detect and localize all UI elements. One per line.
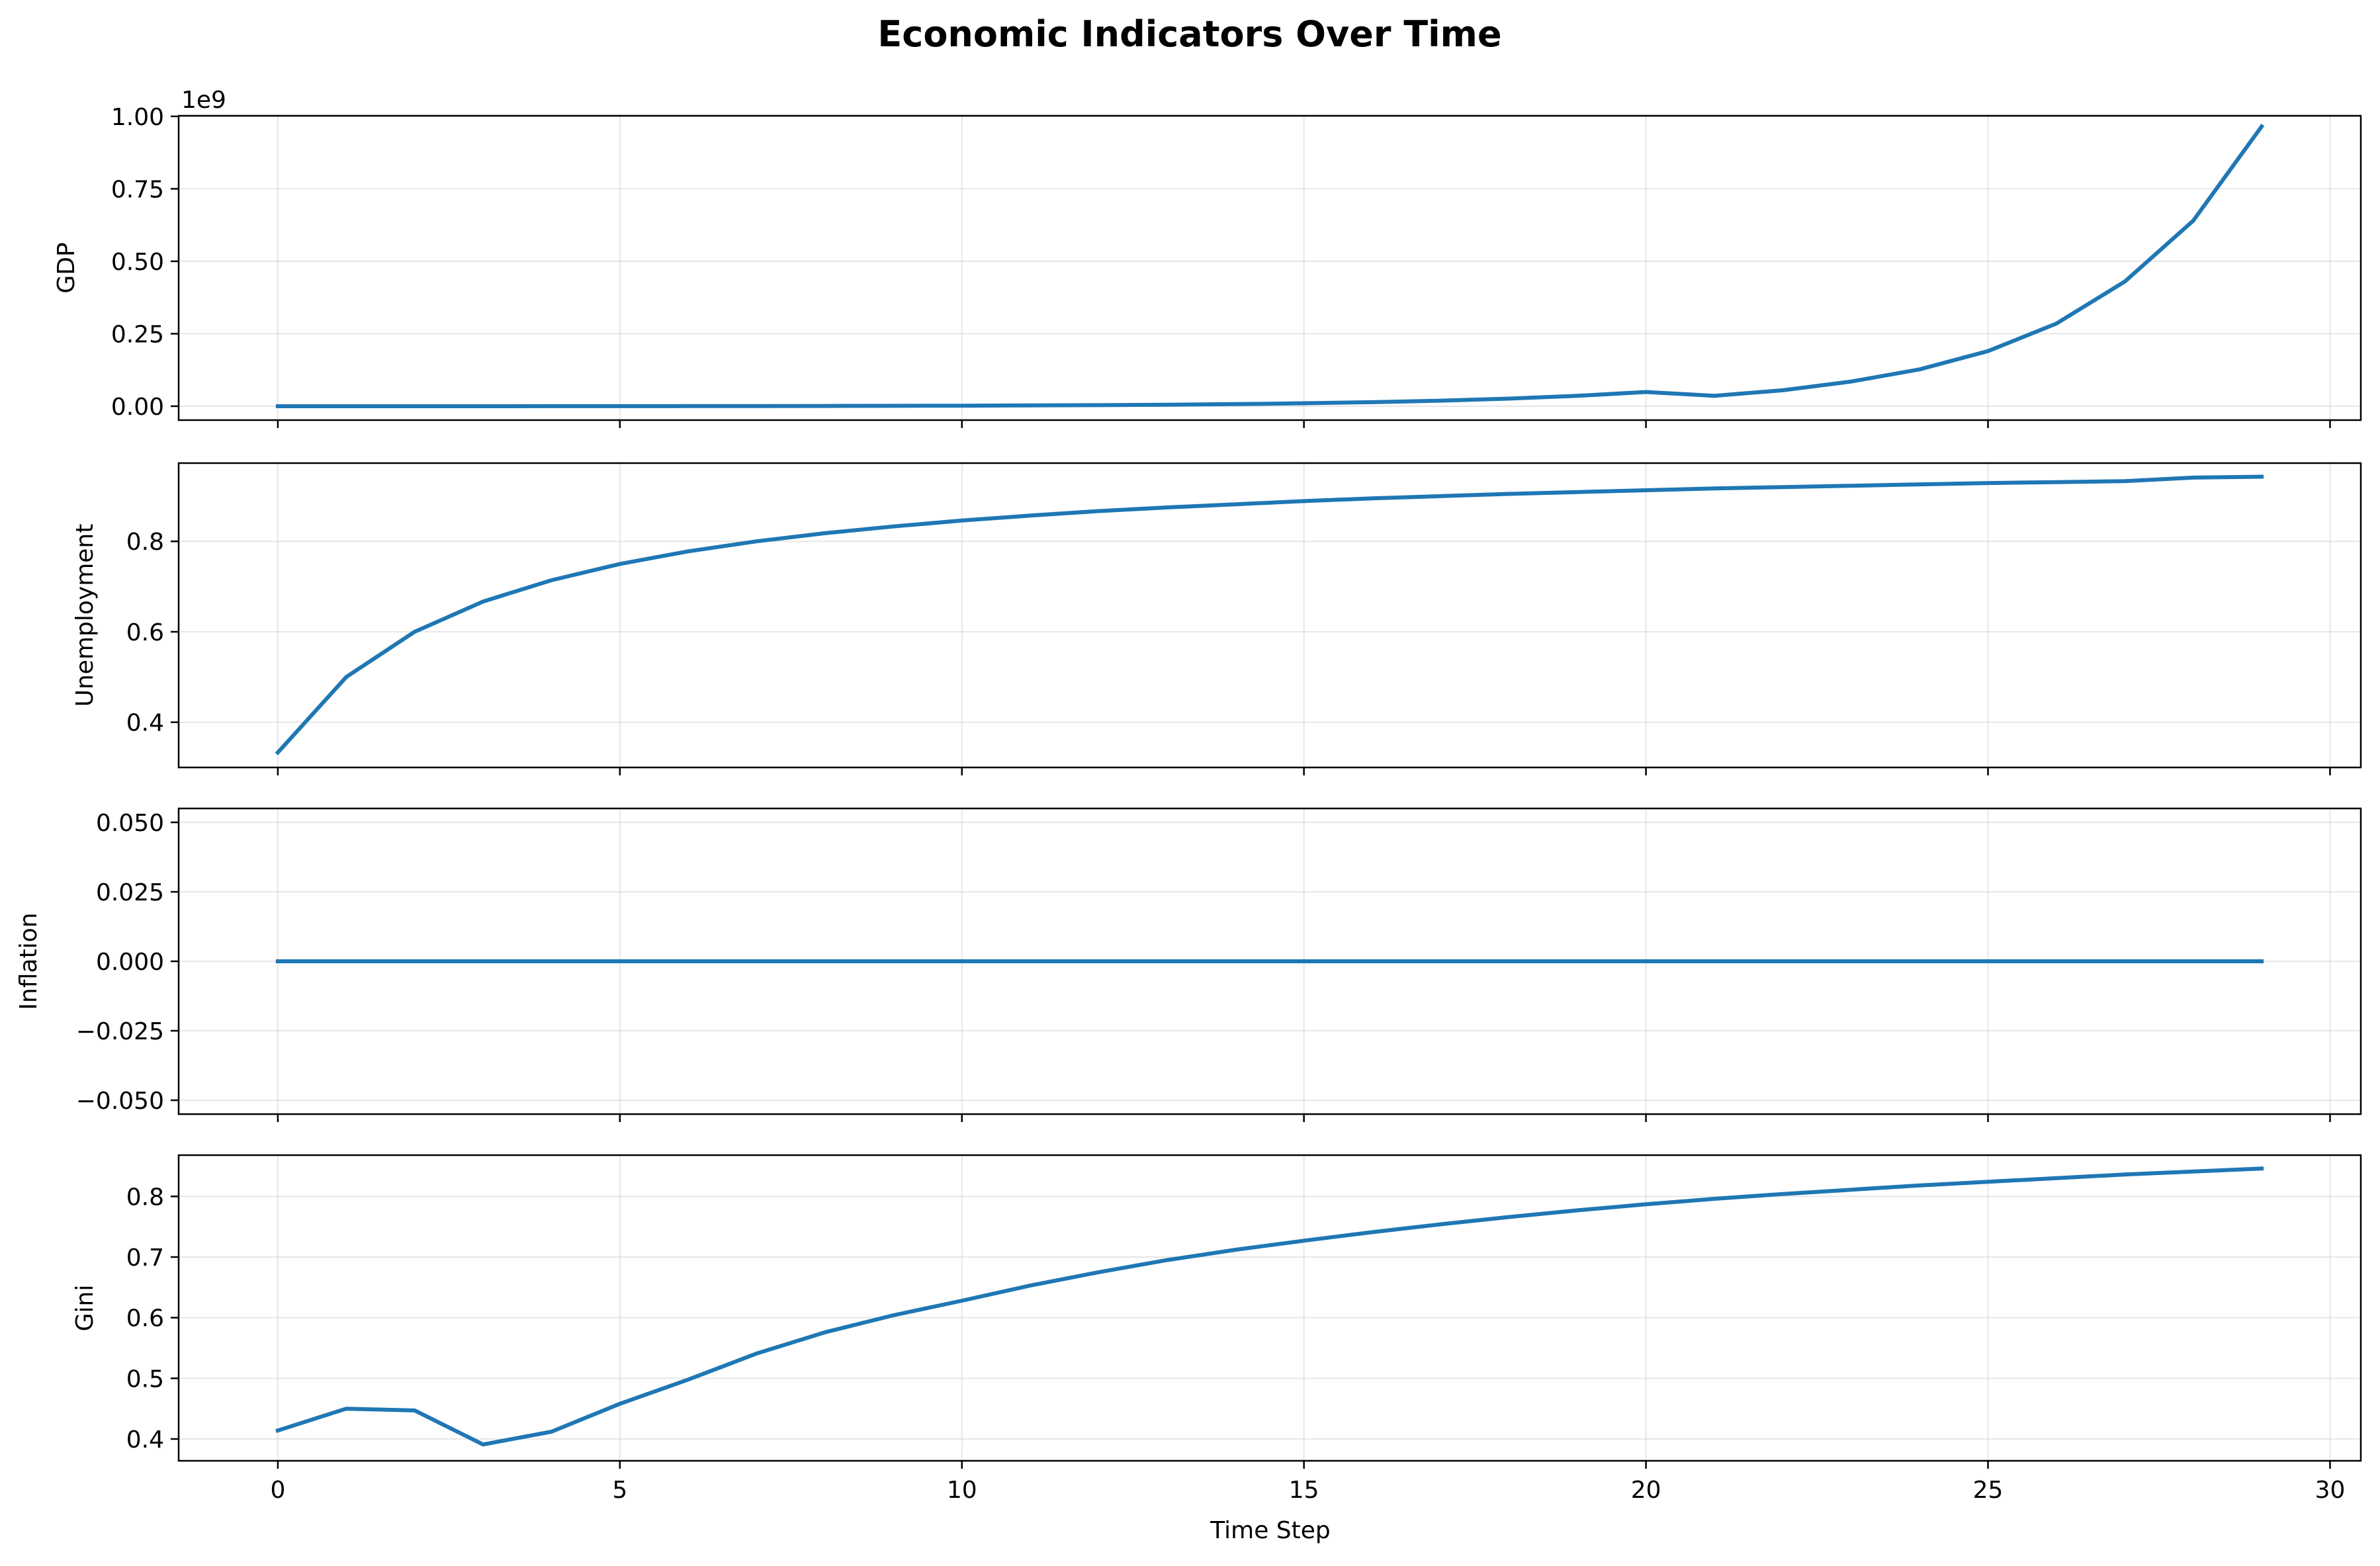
x-tick-label: 20: [1631, 1477, 1661, 1504]
y-tick-label: 0.025: [96, 879, 164, 906]
y-axis-label: Inflation: [15, 912, 42, 1010]
y-tick-label: 0.5: [126, 1366, 164, 1393]
series-line-gdp: [275, 124, 2265, 408]
x-tick-label: 15: [1289, 1477, 1319, 1504]
axes-frame: [177, 114, 2362, 421]
y-axis-label: Unemployment: [71, 524, 99, 707]
y-offset-text: 1e9: [181, 87, 226, 114]
y-tick-label: −0.025: [76, 1018, 164, 1045]
y-tick-label: 0.50: [111, 249, 164, 276]
y-axis-label: GDP: [53, 242, 80, 293]
y-tick-label: 0.4: [126, 710, 164, 737]
axes-frame: [177, 462, 2362, 769]
panel-gini: 0.4 0.5 0.6 0.7 0.8 0 5 10 15 20 25 30 Gini: [71, 1154, 2362, 1504]
x-tick-label: 30: [2315, 1477, 2346, 1504]
x-tick-label: 10: [947, 1477, 977, 1504]
y-tick-label: 0.6: [126, 1305, 164, 1332]
y-tick-label: 0.000: [96, 949, 164, 976]
y-tick-label: 0.8: [126, 1184, 164, 1211]
y-tick-label: 0.75: [111, 176, 164, 203]
x-tick-label: 25: [1973, 1477, 2004, 1504]
y-tick-label: −0.050: [76, 1088, 164, 1115]
x-tick-label: 0: [270, 1477, 285, 1504]
panel-inflation: −0.050 −0.025 0.000 0.025 0.050 Inflation: [15, 807, 2362, 1122]
y-tick-label: 0.00: [111, 394, 164, 421]
series-line-unemployment: [275, 474, 2264, 756]
y-tick-label: 0.050: [96, 810, 164, 837]
axes-frame: [177, 1154, 2362, 1462]
chart-panels: 0.000.250.500.751.00GDP1e90.40.60.8Unemp…: [15, 87, 2362, 1504]
series-line-gini: [275, 1166, 2264, 1447]
x-tick-label: 5: [612, 1477, 627, 1504]
y-tick-label: 0.25: [111, 321, 164, 348]
y-axis-label: Gini: [71, 1285, 99, 1332]
chart-title: Economic Indicators Over Time: [877, 13, 1501, 55]
y-tick-label: 0.6: [126, 619, 164, 646]
y-tick-label: 0.8: [126, 529, 164, 556]
x-axis-label: Time Step: [1210, 1517, 1331, 1544]
y-tick-label: 1.00: [111, 104, 164, 131]
panel-gdp: 0.00 0.25 0.50 0.75 1.00 GDP 1e9: [53, 87, 2362, 428]
panel-unemployment: 0.4 0.6 0.8 Unemployment: [71, 462, 2362, 775]
y-tick-label: 0.7: [126, 1244, 164, 1272]
y-tick-label: 0.4: [126, 1426, 164, 1454]
